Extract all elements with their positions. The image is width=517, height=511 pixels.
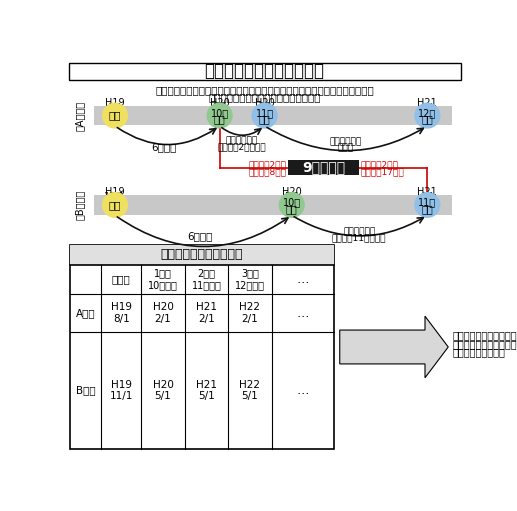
Text: 12日: 12日 [418, 108, 436, 118]
Text: 入社日: 入社日 [112, 274, 131, 284]
Text: 10日: 10日 [210, 108, 229, 118]
Circle shape [207, 103, 232, 128]
Text: 付与まで8ヶ月: 付与まで8ヶ月 [248, 167, 286, 176]
Text: 基準日を統一する場合、: 基準日を統一する場合、 [452, 331, 517, 340]
Text: Aさん: Aさん [75, 308, 95, 318]
Text: 1回目
10日付与: 1回目 10日付与 [148, 268, 178, 290]
Text: H22
5/1: H22 5/1 [239, 380, 261, 401]
Circle shape [102, 103, 127, 128]
Text: 次に到来する: 次に到来する [330, 137, 362, 147]
Circle shape [252, 103, 277, 128]
Text: 6ヶ月後: 6ヶ月後 [188, 231, 213, 242]
Text: 法定どおりより前倒して: 法定どおりより前倒して [452, 339, 517, 349]
Text: 入社: 入社 [109, 110, 121, 121]
Text: 付与することになる: 付与することになる [452, 347, 505, 357]
Bar [94, 106, 452, 125]
Text: H21: H21 [417, 187, 437, 197]
Polygon shape [340, 316, 448, 378]
Text: H21
2/1: H21 2/1 [196, 303, 217, 324]
Text: 4/1: 4/1 [420, 192, 435, 202]
Text: 基準日: 基準日 [338, 144, 354, 153]
Text: 5/1: 5/1 [284, 192, 299, 202]
Text: （Aさん）: （Aさん） [75, 101, 85, 131]
Text: （Bさん）: （Bさん） [75, 190, 85, 220]
Text: 次に到来する: 次に到来する [225, 136, 257, 145]
Text: 付与: 付与 [421, 204, 433, 214]
Text: H22
2/1: H22 2/1 [239, 303, 261, 324]
Text: 付与: 付与 [286, 204, 298, 214]
Text: 付与: 付与 [421, 114, 433, 125]
Text: 入社から2回目: 入社から2回目 [248, 160, 286, 169]
Text: …: … [296, 384, 309, 397]
Text: 「年休の基準日統一」の例: 「年休の基準日統一」の例 [205, 62, 325, 80]
Text: H20
5/1: H20 5/1 [153, 380, 174, 401]
FancyBboxPatch shape [68, 63, 462, 80]
Text: H21: H21 [417, 98, 437, 107]
Text: 3回目
12日付与: 3回目 12日付与 [235, 268, 265, 290]
Text: H19
11/1: H19 11/1 [110, 380, 133, 401]
Text: H21
5/1: H21 5/1 [196, 380, 217, 401]
Text: 基準日（11ヶ月後）: 基準日（11ヶ月後） [332, 233, 386, 242]
Text: Bさん: Bさん [75, 385, 95, 396]
Text: 11日: 11日 [255, 108, 273, 118]
Bar [70, 245, 333, 265]
Text: 付与まで17ヶ月: 付与まで17ヶ月 [361, 167, 404, 176]
Text: 10日: 10日 [283, 198, 301, 207]
Text: H20
2/1: H20 2/1 [153, 303, 174, 324]
Text: …: … [296, 273, 309, 286]
Text: 6ヶ月後: 6ヶ月後 [151, 142, 176, 152]
Text: 付与: 付与 [214, 114, 225, 125]
Text: 基準日（2ヶ月後）: 基準日（2ヶ月後） [217, 142, 266, 151]
Text: 11/1: 11/1 [104, 192, 126, 202]
Text: 2回目
11日付与: 2回目 11日付与 [191, 268, 221, 290]
Text: 入社: 入社 [109, 200, 121, 210]
Text: 11日: 11日 [418, 198, 436, 207]
Text: 4/1: 4/1 [420, 103, 435, 113]
Text: 以降基準日到来ごとに付与、とする方法: 以降基準日到来ごとに付与、とする方法 [208, 92, 321, 102]
Circle shape [102, 193, 127, 217]
Bar [288, 160, 359, 175]
Text: 決定どおり付与した場合: 決定どおり付与した場合 [161, 248, 243, 262]
Circle shape [279, 193, 304, 217]
Text: …: … [296, 307, 309, 319]
Text: 次に到来する: 次に到来する [343, 227, 375, 236]
Text: 付与: 付与 [258, 114, 270, 125]
Circle shape [415, 103, 440, 128]
Text: H20: H20 [210, 98, 230, 107]
Text: 8/1: 8/1 [107, 103, 123, 113]
Text: H19: H19 [105, 187, 125, 197]
Bar [94, 195, 452, 215]
Text: 9ヵ月の差: 9ヵ月の差 [302, 160, 345, 175]
Text: 基準日を４月１日の年１回とし、法定どおり入社から６ヵ月後に最初の付与、: 基準日を４月１日の年１回とし、法定どおり入社から６ヵ月後に最初の付与、 [155, 85, 374, 95]
Text: H19
8/1: H19 8/1 [111, 303, 132, 324]
Text: H20: H20 [282, 187, 301, 197]
Text: H19: H19 [105, 98, 125, 107]
Circle shape [415, 193, 440, 217]
Text: H20: H20 [255, 98, 275, 107]
Text: 4/1: 4/1 [257, 103, 272, 113]
Text: 入社から2回目: 入社から2回目 [361, 160, 399, 169]
Text: 2/1: 2/1 [212, 103, 227, 113]
Bar [70, 245, 333, 449]
